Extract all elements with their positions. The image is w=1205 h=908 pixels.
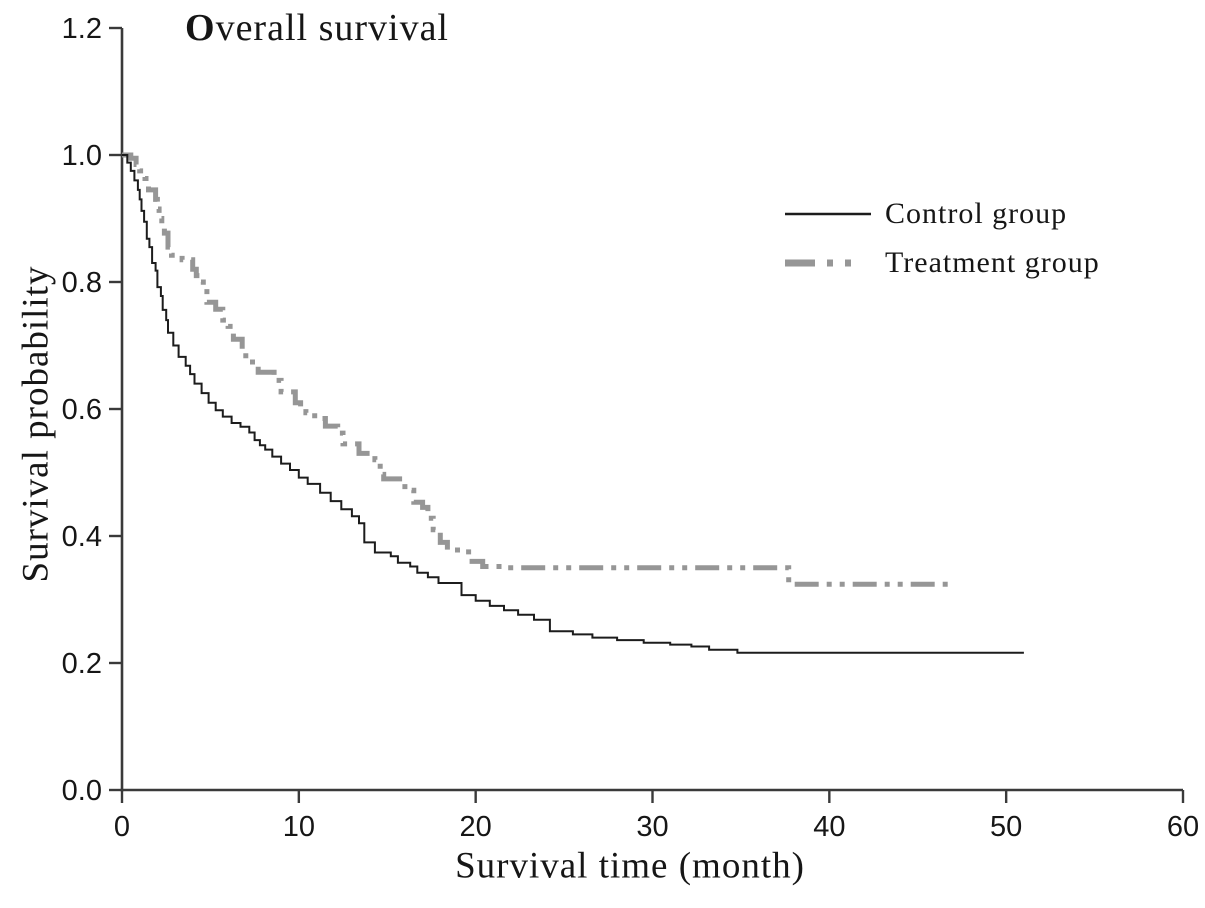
y-tick-label-0.6: 0.6: [62, 394, 102, 426]
y-tick-label-0.8: 0.8: [62, 267, 102, 299]
y-tick-label-0.0: 0.0: [62, 775, 102, 807]
y-axis-title: Survival probability: [15, 265, 57, 583]
y-tick-label-0.4: 0.4: [62, 521, 102, 553]
curve-control-group: [122, 154, 1024, 654]
x-tick-label-50: 50: [990, 811, 1022, 843]
x-tick-label-60: 60: [1167, 811, 1199, 843]
x-tick-label-10: 10: [283, 811, 315, 843]
chart-title-first-letter: O: [185, 7, 216, 49]
legend-label-treatment: Treatment group: [885, 245, 1100, 279]
chart-title: Overall survival: [185, 6, 449, 50]
chart-title-rest: verall survival: [215, 7, 449, 49]
treatment-line-swatch-icon: [785, 259, 871, 266]
control-line-swatch-icon: [785, 212, 871, 215]
curve-treatment-group: [122, 152, 954, 587]
y-tick-label-1.2: 1.2: [62, 13, 102, 45]
x-tick-label-40: 40: [813, 811, 845, 843]
x-tick-label-20: 20: [460, 811, 492, 843]
y-tick-label-1.0: 1.0: [62, 140, 102, 172]
y-tick-label-0.2: 0.2: [62, 648, 102, 680]
x-tick-label-0: 0: [114, 811, 130, 843]
legend: Control group Treatment group: [783, 189, 1100, 287]
x-axis-title: Survival time (month): [455, 845, 805, 887]
legend-item-treatment: Treatment group: [783, 238, 1100, 287]
x-tick-label-30: 30: [636, 811, 668, 843]
legend-label-control: Control group: [885, 196, 1068, 230]
legend-item-control: Control group: [783, 189, 1100, 238]
